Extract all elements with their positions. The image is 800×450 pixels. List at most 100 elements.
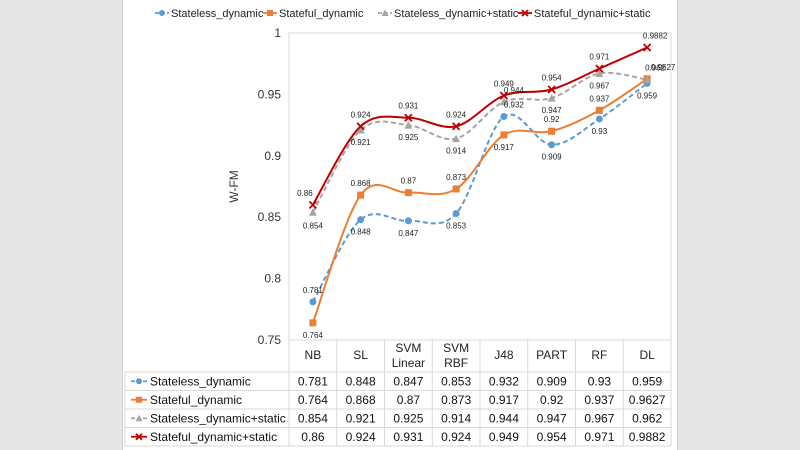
table-cell: 0.962 [632, 411, 662, 425]
table-cell: 0.9627 [629, 393, 666, 407]
data-point [500, 113, 508, 121]
data-point [451, 122, 461, 131]
table-cell: 0.937 [584, 393, 614, 407]
category-label: PART [536, 348, 568, 362]
data-point [308, 208, 317, 216]
data-label: 0.959 [637, 91, 658, 100]
table-cell: 0.932 [489, 374, 519, 388]
category-label: J48 [494, 348, 514, 362]
data-label: 0.87 [401, 177, 417, 186]
data-label: 0.868 [351, 179, 372, 188]
data-point [595, 64, 604, 73]
data-point [548, 141, 556, 149]
data-point [499, 91, 509, 100]
data-label: 0.93 [592, 127, 608, 136]
y-tick-label: 0.9 [264, 149, 281, 163]
plot-area [288, 32, 672, 341]
data-point [452, 134, 461, 143]
line-chart: Stateless_dynamic Stateful_dynamic Statele… [124, 8, 676, 447]
data-label: 0.873 [446, 173, 467, 182]
data-label: 0.949 [494, 80, 515, 89]
data-point [356, 122, 365, 131]
data-point [452, 185, 460, 193]
data-label: 0.9882 [643, 31, 668, 40]
data-label: 0.944 [504, 86, 525, 95]
series-markers [308, 43, 652, 327]
data-label: 0.917 [494, 143, 515, 152]
data-point [308, 200, 318, 210]
table-legend-x-icon [135, 433, 143, 441]
legend-label: Stateless_dynamic+static [394, 8, 519, 20]
data-label: 0.937 [589, 94, 610, 103]
category-label: SL [353, 348, 368, 362]
table-cell: 0.924 [346, 430, 376, 444]
category-label: Linear [392, 356, 425, 370]
y-axis: 0.75 0.8 0.85 0.9 0.95 1 [258, 26, 282, 347]
legend-label: Stateless_dynamic [171, 8, 264, 20]
data-point [404, 189, 412, 197]
table-cell: 0.924 [441, 430, 471, 444]
category-label: DL [639, 348, 655, 362]
data-label: 0.764 [303, 331, 324, 340]
table-cell: 0.959 [632, 374, 662, 388]
legend: Stateless_dynamic Stateful_dynamic Statele… [155, 8, 651, 20]
data-point [404, 121, 413, 129]
table-row-label: Stateless_dynamic [150, 374, 251, 388]
table-row-label: Stateful_dynamic [150, 393, 242, 407]
table-cell: 0.944 [489, 411, 519, 425]
y-tick-label: 0.8 [264, 272, 281, 286]
data-point [595, 115, 603, 123]
data-label: 0.781 [303, 286, 324, 295]
data-point [357, 216, 365, 224]
data-point [309, 319, 317, 327]
data-label: 0.86 [297, 189, 313, 198]
data-point [643, 75, 652, 84]
data-point [500, 131, 508, 139]
data-label: 0.954 [542, 73, 563, 82]
data-label: 0.925 [398, 133, 419, 142]
table-cell: 0.947 [537, 411, 567, 425]
data-label: 0.92 [544, 115, 560, 124]
data-labels: 0.781 0.848 0.847 0.853 0.932 0.909 0.93 0.959 0… [297, 31, 676, 339]
table-cell: 0.93 [588, 374, 612, 388]
data-point [452, 210, 460, 218]
data-label: 0.971 [589, 53, 610, 62]
table-cell: 0.87 [397, 393, 421, 407]
data-label: 0.967 [589, 82, 610, 91]
y-tick-label: 0.95 [258, 87, 282, 101]
table-cell: 0.967 [584, 411, 614, 425]
legend-marker-x-icon [521, 9, 529, 17]
category-label: RBF [444, 356, 468, 370]
data-label: 0.924 [446, 110, 467, 119]
data-label: 0.909 [542, 153, 563, 162]
data-label: 0.947 [542, 106, 563, 115]
y-tick-label: 1 [274, 26, 281, 40]
data-point [547, 94, 556, 102]
data-point [357, 191, 365, 199]
data-label: 0.962 [645, 64, 666, 73]
data-label: 0.848 [351, 228, 372, 237]
table-row-label: Stateless_dynamic+static [150, 411, 286, 425]
data-point [309, 298, 317, 306]
table-cell: 0.781 [298, 374, 328, 388]
table-cell: 0.854 [298, 411, 328, 425]
data-label: 0.921 [351, 138, 372, 147]
legend-label: Stateful_dynamic+static [534, 8, 651, 20]
data-point [356, 126, 365, 134]
table-legend-circle-icon [136, 378, 142, 385]
legend-label: Stateful_dynamic [279, 8, 364, 20]
data-label: 0.932 [504, 101, 525, 110]
y-tick-label: 0.85 [258, 210, 282, 224]
legend-marker-square-icon [267, 10, 273, 16]
table-cell: 0.954 [537, 430, 567, 444]
category-label: SVM [443, 341, 469, 355]
data-point [499, 97, 508, 106]
table-cell: 0.925 [393, 411, 423, 425]
table-cell: 0.873 [441, 393, 471, 407]
category-label: RF [591, 348, 607, 362]
table-legend-triangle-icon [135, 414, 143, 422]
table-cell: 0.86 [301, 430, 325, 444]
data-label: 0.924 [351, 110, 372, 119]
